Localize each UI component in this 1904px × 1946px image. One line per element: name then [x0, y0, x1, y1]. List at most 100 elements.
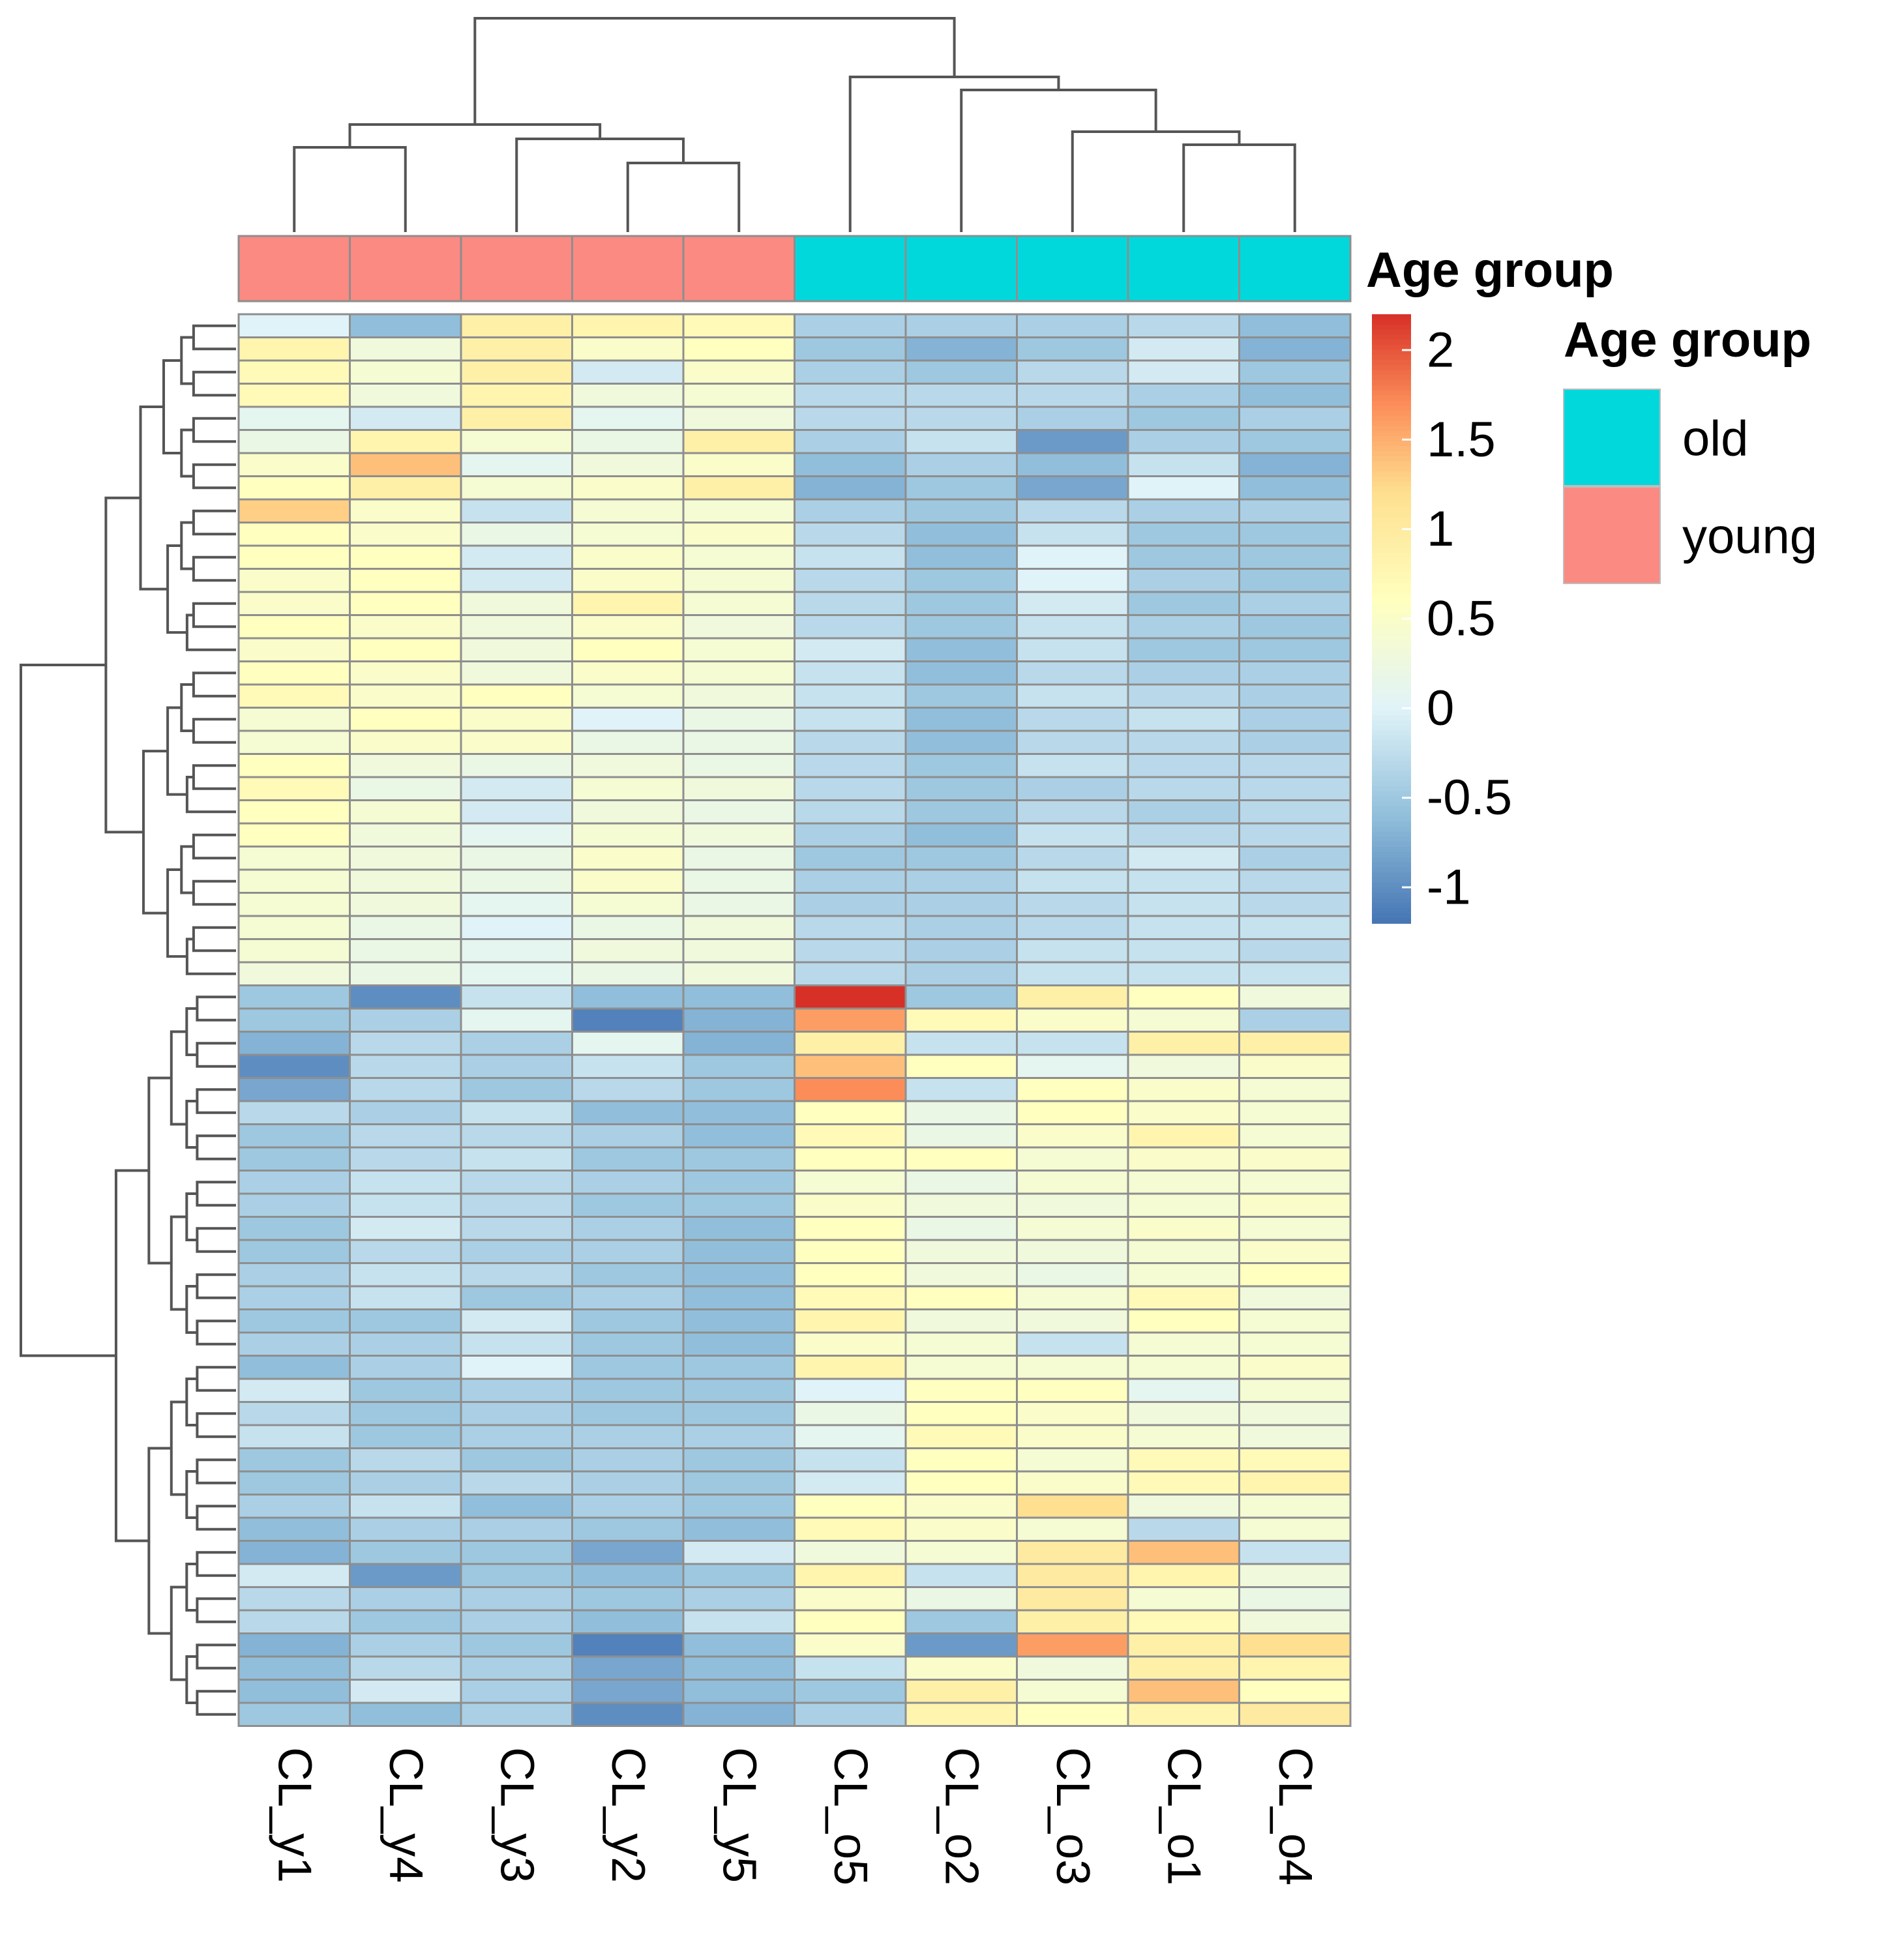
colorbar-segment [1372, 872, 1411, 878]
dendrogram-link [1071, 130, 1241, 232]
heatmap-cell [349, 1077, 462, 1102]
heatmap-cell [682, 1494, 796, 1519]
heatmap-cell [349, 1679, 462, 1704]
colorbar-segment [1372, 628, 1411, 635]
heatmap-cell [571, 1308, 685, 1334]
heatmap-cell [794, 1401, 907, 1426]
heatmap-cell [237, 683, 351, 709]
colorbar-segment [1372, 360, 1411, 366]
heatmap-cell [1238, 1216, 1352, 1241]
dendrogram-link [515, 138, 685, 232]
heatmap-cell [794, 1609, 907, 1634]
heatmap-cell [571, 568, 685, 593]
colorbar-segment [1372, 568, 1411, 574]
heatmap-cell [460, 1262, 573, 1288]
heatmap-cell [349, 822, 462, 848]
heatmap-cell [571, 1285, 685, 1310]
heatmap-cell [682, 1262, 796, 1288]
heatmap-cell [571, 961, 685, 986]
heatmap-cell [904, 1355, 1018, 1380]
colorbar-segment [1372, 913, 1411, 919]
heatmap-cell [1127, 915, 1240, 940]
heatmap-cell [1127, 637, 1240, 662]
heatmap-cell [349, 1192, 462, 1218]
heatmap-cell [571, 475, 685, 501]
heatmap-cell [1016, 1470, 1129, 1496]
heatmap-cell [904, 1655, 1018, 1681]
colorbar-segment [1372, 339, 1411, 346]
heatmap-cell [571, 405, 685, 431]
heatmap-cell [349, 1308, 462, 1334]
dendrogram-link [626, 162, 741, 232]
heatmap-cell [682, 383, 796, 408]
heatmap-cell [1238, 660, 1352, 686]
heatmap-cell [904, 799, 1018, 825]
heatmap-cell [460, 452, 573, 477]
dendrogram-link [196, 1458, 236, 1484]
dendrogram-link [192, 324, 236, 351]
column-label: CL_o4 [1269, 1747, 1321, 1885]
heatmap-cell [571, 1239, 685, 1264]
colorbar-segment [1372, 776, 1411, 782]
dendrogram-link [196, 1551, 236, 1577]
heatmap-cell [904, 1216, 1018, 1241]
heatmap-cell [1127, 614, 1240, 640]
colorbar-segment [1372, 907, 1411, 914]
heatmap-cell [904, 336, 1018, 362]
heatmap-cell [904, 984, 1018, 1010]
heatmap-cell [1127, 1516, 1240, 1542]
heatmap-cell [1127, 846, 1240, 871]
heatmap-cell [904, 730, 1018, 755]
heatmap-cell [794, 1239, 907, 1264]
heatmap-cell [1127, 938, 1240, 964]
heatmap-cell [349, 846, 462, 871]
colorbar-segment [1372, 791, 1411, 797]
colorbar-segment [1372, 918, 1411, 924]
dendrogram-link [473, 17, 956, 125]
heatmap-cell [237, 591, 351, 616]
heatmap-cell [1238, 383, 1352, 408]
dendrogram-link [180, 683, 194, 732]
heatmap-cell [794, 498, 907, 523]
heatmap-cell [237, 544, 351, 570]
heatmap-cell [1016, 1655, 1129, 1681]
heatmap-cell [237, 1516, 351, 1542]
colorbar-segment [1372, 593, 1411, 599]
dendrogram-link [147, 1447, 171, 1635]
heatmap-cell [1016, 522, 1129, 547]
heatmap-cell [1127, 1494, 1240, 1519]
heatmap-cell [349, 475, 462, 501]
heatmap-cell [1238, 799, 1352, 825]
column-label: CL_y3 [490, 1747, 543, 1883]
heatmap-cell [1238, 961, 1352, 986]
annotation-cell-young [349, 235, 462, 302]
annotation-cell-old [1238, 235, 1352, 302]
colorbar-segment [1372, 537, 1411, 544]
heatmap-cell [460, 1355, 573, 1380]
dendrogram-link [1182, 143, 1296, 232]
heatmap-cell [237, 1632, 351, 1658]
heatmap-cell [904, 637, 1018, 662]
heatmap-cell [349, 1424, 462, 1449]
dendrogram-link [185, 1285, 198, 1334]
heatmap-cell [460, 1077, 573, 1102]
heatmap-cell [794, 359, 907, 385]
heatmap-cell [682, 475, 796, 501]
heatmap-cell [237, 1470, 351, 1496]
colorbar-segment [1372, 654, 1411, 660]
colorbar-segment [1372, 375, 1411, 381]
heatmap-cells [237, 313, 1352, 1727]
heatmap-cell [1016, 568, 1129, 593]
colorbar-segment [1372, 882, 1411, 889]
heatmap-cell [1127, 1170, 1240, 1195]
heatmap-cell [794, 1146, 907, 1172]
heatmap-cell [349, 568, 462, 593]
heatmap-cell [1238, 544, 1352, 570]
colorbar-segment [1372, 811, 1411, 818]
colorbar-segment [1372, 583, 1411, 589]
colorbar-segment [1372, 801, 1411, 807]
heatmap-cell [571, 614, 685, 640]
colorbar-segment [1372, 887, 1411, 894]
heatmap-cell [460, 1378, 573, 1403]
heatmap-cell [1127, 1192, 1240, 1218]
